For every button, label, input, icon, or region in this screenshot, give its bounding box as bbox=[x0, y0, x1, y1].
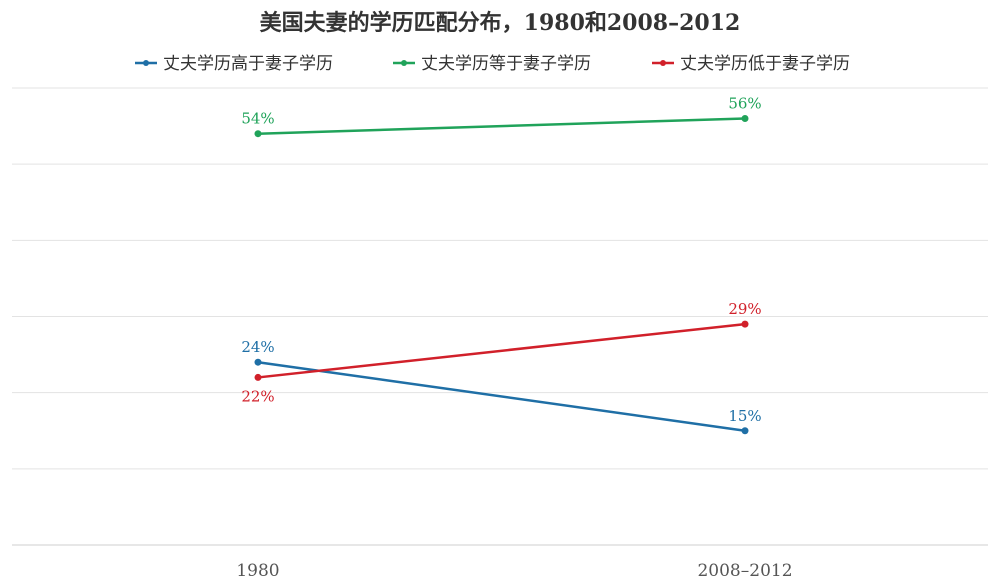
series-line bbox=[257, 322, 746, 379]
data-point bbox=[254, 358, 262, 366]
series-line bbox=[257, 360, 746, 432]
series-group: 24% 15% 54% 56% 22% 29% bbox=[241, 94, 762, 435]
series: 54% 56% bbox=[241, 94, 762, 138]
data-label: 24% bbox=[241, 338, 274, 356]
legend: 丈夫学历高于妻子学历 丈夫学历等于妻子学历 丈夫学历低于妻子学历 bbox=[135, 54, 850, 74]
data-label: 56% bbox=[728, 94, 761, 112]
legend-label: 丈夫学历高于妻子学历 bbox=[163, 54, 333, 74]
chart-title: 美国夫妻的学历匹配分布，1980和2008–2012 bbox=[260, 10, 741, 36]
x-tick-label: 1980 bbox=[236, 561, 279, 581]
data-label: 15% bbox=[728, 407, 761, 425]
data-point bbox=[254, 373, 262, 381]
data-point bbox=[741, 114, 749, 122]
legend-marker bbox=[401, 60, 407, 66]
series-line bbox=[257, 117, 746, 135]
series: 24% 15% bbox=[241, 338, 762, 435]
data-point bbox=[254, 130, 262, 138]
legend-marker bbox=[660, 60, 666, 66]
data-label: 22% bbox=[241, 387, 274, 405]
x-axis-ticks: 1980 2008–2012 bbox=[236, 561, 792, 581]
legend-label: 丈夫学历等于妻子学历 bbox=[421, 54, 591, 74]
gridlines bbox=[12, 87, 988, 546]
data-label: 29% bbox=[728, 300, 761, 318]
series: 22% 29% bbox=[241, 300, 761, 405]
x-tick-label: 2008–2012 bbox=[697, 561, 792, 581]
data-label: 54% bbox=[241, 110, 274, 128]
data-point bbox=[741, 320, 749, 328]
legend-label: 丈夫学历低于妻子学历 bbox=[680, 54, 850, 74]
legend-item: 丈夫学历等于妻子学历 bbox=[393, 54, 591, 74]
legend-item: 丈夫学历低于妻子学历 bbox=[652, 54, 850, 74]
legend-item: 丈夫学历高于妻子学历 bbox=[135, 54, 333, 74]
legend-marker bbox=[143, 60, 149, 66]
data-point bbox=[741, 427, 749, 435]
